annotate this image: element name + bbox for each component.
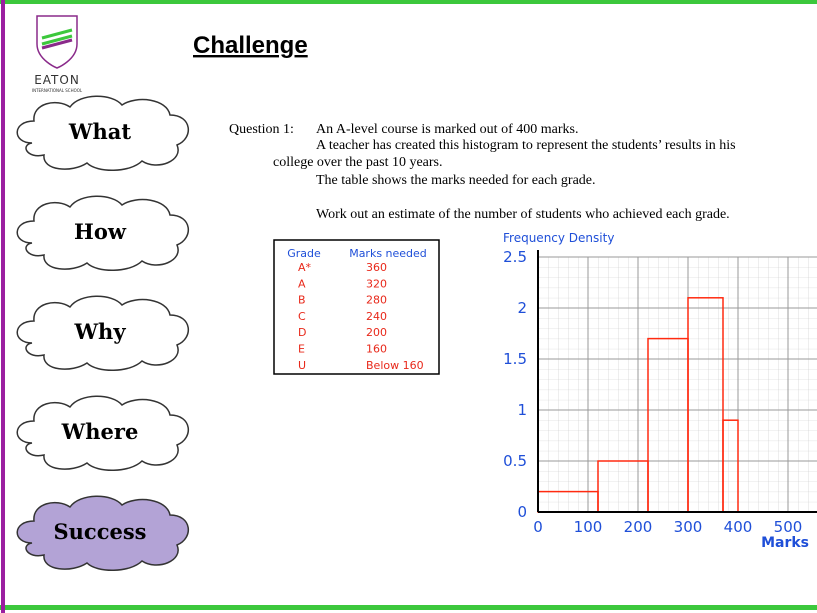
y-tick-label: 2.5 bbox=[503, 248, 527, 266]
x-tick-label: 200 bbox=[624, 518, 653, 536]
logo-subtitle: INTERNATIONAL SCHOOL bbox=[32, 88, 83, 93]
logo: EATON INTERNATIONAL SCHOOL bbox=[32, 15, 83, 93]
x-tick-label: 0 bbox=[533, 518, 543, 536]
table-cell: C bbox=[298, 310, 306, 323]
table-cell: 360 bbox=[366, 261, 387, 274]
y-tick-label: 2 bbox=[517, 299, 527, 317]
grade-table-border bbox=[273, 239, 440, 375]
table-cell: B bbox=[298, 294, 306, 307]
x-axis-label: Marks bbox=[761, 535, 809, 551]
y-tick-label: 1 bbox=[517, 401, 527, 419]
y-axis-label: Frequency Density bbox=[503, 231, 614, 245]
top-border bbox=[0, 0, 817, 4]
y-tick-label: 1.5 bbox=[503, 350, 527, 368]
question-line: An A-level course is marked out of 400 m… bbox=[316, 122, 578, 137]
y-tick-label: 0.5 bbox=[503, 452, 527, 470]
nav-label: Where bbox=[61, 419, 139, 444]
table-header: Grade bbox=[287, 247, 321, 260]
table-cell: E bbox=[298, 343, 305, 356]
nav-label: What bbox=[68, 119, 131, 144]
x-tick-label: 300 bbox=[674, 518, 703, 536]
nav-label: How bbox=[74, 219, 127, 244]
nav-cloud[interactable]: Why bbox=[16, 295, 190, 372]
nav-label: Success bbox=[53, 519, 146, 544]
bottom-border bbox=[0, 605, 817, 610]
table-header: Marks needed bbox=[349, 247, 427, 260]
table-cell: 200 bbox=[366, 326, 387, 339]
logo-name: EATON bbox=[34, 73, 80, 87]
table-cell: U bbox=[298, 359, 306, 372]
table-cell: 240 bbox=[366, 310, 387, 323]
question-label: Question 1: bbox=[229, 122, 294, 137]
x-tick-label: 100 bbox=[574, 518, 603, 536]
table-cell: Below 160 bbox=[366, 359, 424, 372]
left-border bbox=[1, 0, 5, 613]
nav-cloud[interactable]: What bbox=[16, 95, 190, 172]
table-cell: 320 bbox=[366, 277, 387, 290]
minor-grid bbox=[538, 257, 817, 512]
nav-cloud[interactable]: Success bbox=[16, 495, 190, 572]
question-line: college over the past 10 years. bbox=[273, 155, 443, 170]
table-cell: 160 bbox=[366, 343, 387, 356]
y-tick-label: 0 bbox=[517, 503, 527, 521]
table-cell: 280 bbox=[366, 294, 387, 307]
question-line: Work out an estimate of the number of st… bbox=[316, 207, 730, 222]
table-cell: A bbox=[298, 277, 306, 290]
table-cell: A* bbox=[298, 261, 312, 274]
x-tick-label: 400 bbox=[724, 518, 753, 536]
question-line: The table shows the marks needed for eac… bbox=[316, 173, 596, 188]
x-tick-label: 500 bbox=[774, 518, 803, 536]
table-cell: D bbox=[298, 326, 306, 339]
nav-label: Why bbox=[73, 319, 126, 344]
nav-cloud[interactable]: How bbox=[16, 195, 190, 272]
slide-title: Challenge bbox=[193, 32, 308, 59]
question-line: A teacher has created this histogram to … bbox=[316, 138, 736, 153]
nav-cloud[interactable]: Where bbox=[16, 395, 190, 472]
